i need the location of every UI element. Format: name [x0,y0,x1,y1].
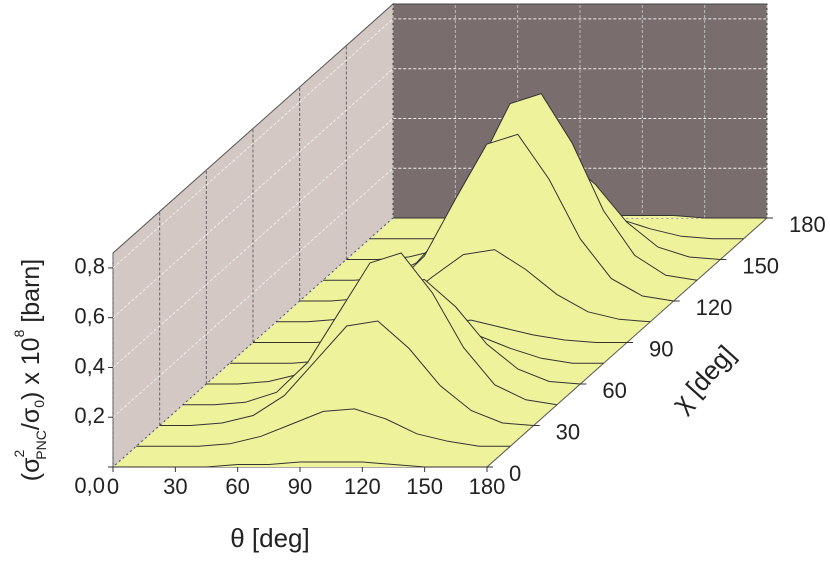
x-tick-label: 60 [225,474,249,499]
y-tick-label: 180 [789,212,826,237]
y-tick-label: 0 [509,461,521,486]
z-axis-label: (σ2 PNC/σ0) x 108 [barn] [11,259,49,482]
x-tick-label: 0 [107,474,119,499]
z-label-part: (σ [17,457,45,481]
x-tick-label: 180 [469,474,506,499]
surface-line [159,320,534,426]
y-tick-label: 30 [556,419,580,444]
z-label-part: 0 [31,400,47,408]
y-tick-label: 90 [649,336,673,361]
x-tick-label: 90 [288,474,312,499]
y-tick-label: 120 [696,295,733,320]
z-label-part: ) x 10 [17,337,45,400]
surface-line [136,408,511,447]
z-tick-label: 0,2 [74,403,105,428]
y-tick-label: 60 [602,378,626,403]
x-tick-label: 150 [406,474,443,499]
surface-line [183,252,558,406]
z-tick-label: 0,8 [74,254,105,279]
z-label-part: 2 [11,449,27,457]
z-tick-label: 0,4 [74,353,105,378]
surface-fill [113,462,487,467]
z-label-part: 8 [11,329,27,337]
z-tick-label: 0,6 [74,304,105,329]
y-tick-label: 150 [742,253,779,278]
z-label-part: /σ [17,407,45,430]
z-tick-label: 0,0 [74,473,105,498]
x-tick-label: 30 [163,474,187,499]
surface-fill [276,249,651,322]
surface-fill [136,408,511,447]
surface-fill [299,134,674,301]
z-label-part: [barn] [17,259,45,330]
y-axis-label: χ [deg] [666,339,741,418]
z-label-part: PNC [33,430,49,460]
x-tick-label: 120 [344,474,381,499]
x-axis-label: θ [deg] [230,523,310,553]
surface-fill [159,321,534,426]
